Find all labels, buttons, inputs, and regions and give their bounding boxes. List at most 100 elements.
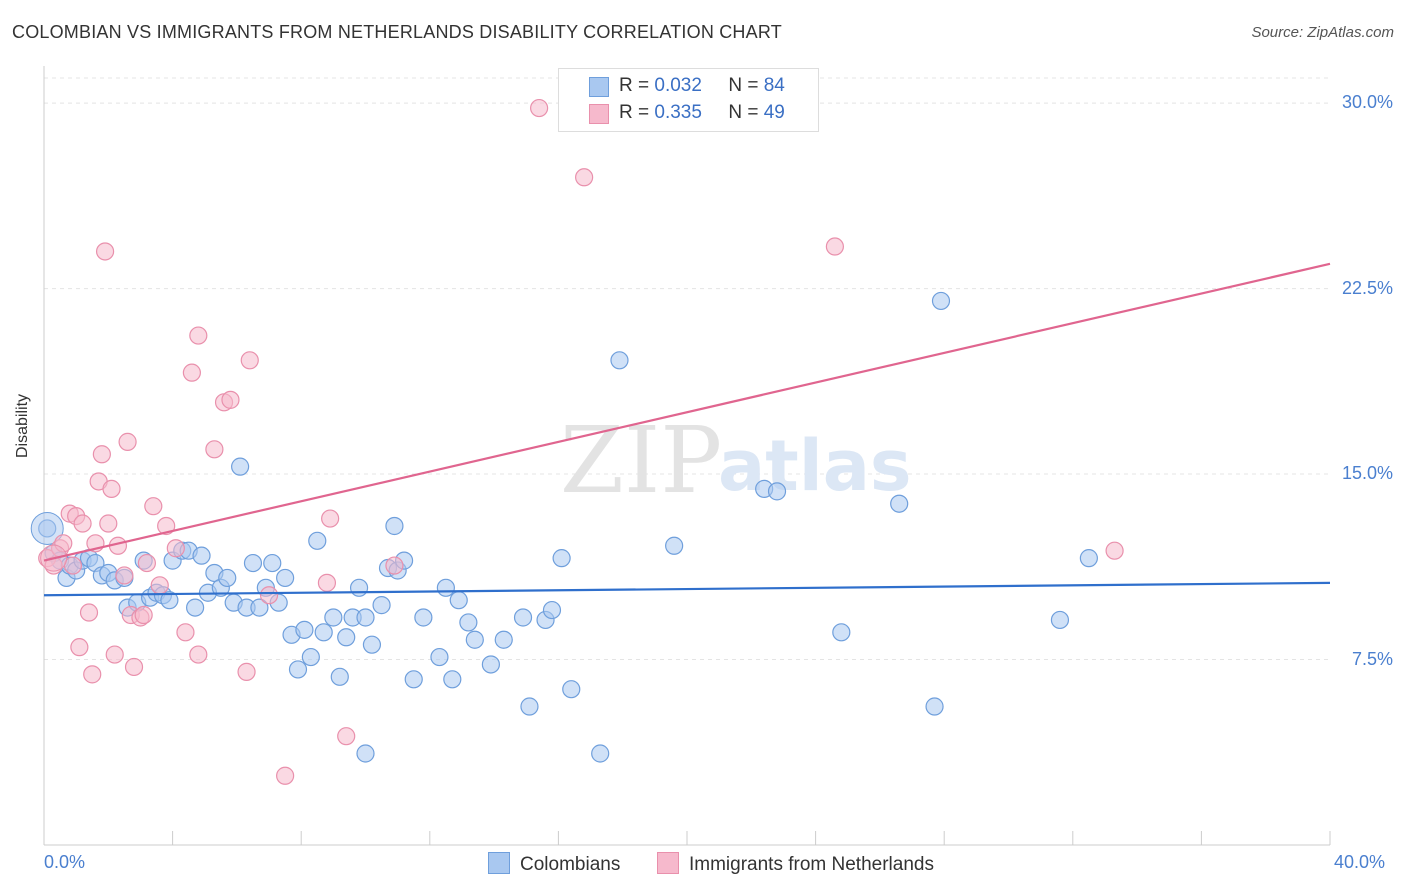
colombians-point (832, 623, 851, 642)
netherlands-point (157, 516, 176, 536)
netherlands-point (70, 638, 89, 657)
colombians-point (250, 598, 269, 617)
y-tick-label: 7.5% (1351, 648, 1393, 669)
netherlands-point (150, 576, 169, 595)
colombians-point (385, 516, 404, 536)
netherlands-point (221, 390, 240, 409)
colombians-point (1050, 610, 1070, 630)
netherlands-point (259, 586, 279, 605)
r-label: R = (619, 102, 650, 123)
netherlands-point (95, 242, 115, 261)
netherlands-point (337, 727, 356, 746)
legend-label-colombians: Colombians (520, 854, 621, 875)
watermark-atlas: atlas (718, 425, 912, 507)
netherlands-point (189, 326, 208, 345)
colombians-point (192, 546, 211, 565)
netherlands-point (237, 662, 256, 681)
netherlands-point (124, 657, 144, 677)
colombians-point (414, 608, 433, 627)
colombians-point (301, 647, 320, 667)
legend-square-blue (488, 852, 510, 874)
colombians-point (443, 670, 462, 689)
netherlands-point (1105, 541, 1124, 560)
bottom-legend-colombians[interactable]: Colombians (488, 852, 620, 876)
colombians-trend-line (43, 581, 1331, 597)
colombians-point (767, 482, 787, 501)
netherlands-point (134, 605, 153, 625)
netherlands-point (102, 479, 121, 498)
x-tick-min: 0.0% (44, 852, 86, 872)
colombians-point (449, 591, 468, 610)
legend-swatch-blue (589, 77, 609, 97)
colombians-point (349, 578, 369, 597)
netherlands-point (825, 237, 844, 256)
r-value-netherlands: 0.335 (654, 102, 702, 123)
colombians-point (436, 578, 455, 597)
netherlands-point (205, 440, 224, 459)
n-value-netherlands: 49 (763, 102, 785, 123)
n-value-colombians: 84 (763, 75, 785, 96)
netherlands-point (240, 351, 259, 370)
colombians-point (430, 647, 449, 667)
netherlands-point (385, 556, 404, 575)
source-label: Source: ZipAtlas.com (1251, 24, 1394, 41)
colombians-point (276, 568, 295, 588)
colombians-point (314, 623, 333, 642)
axes (43, 66, 1331, 846)
netherlands-point (144, 497, 163, 516)
netherlands-point (317, 573, 337, 592)
colombians-point (30, 511, 64, 545)
colombians-point (481, 655, 500, 674)
colombians-point (404, 670, 423, 689)
colombians-point (610, 351, 629, 370)
colombians-point (263, 553, 282, 573)
colombians-point (308, 531, 327, 550)
netherlands-point (92, 445, 111, 464)
netherlands-point (115, 566, 134, 585)
legend-square-pink (657, 852, 679, 874)
colombians-point (465, 630, 484, 649)
netherlands-trend-line (43, 262, 1331, 562)
y-tick-label: 30.0% (1341, 92, 1393, 113)
netherlands-point (575, 168, 594, 187)
colombians-point (330, 667, 349, 686)
netherlands-point (182, 363, 201, 382)
legend-label-netherlands: Immigrants from Netherlands (689, 854, 934, 875)
netherlands-point (83, 665, 102, 684)
netherlands-point (118, 432, 137, 451)
colombians-point (186, 598, 205, 617)
netherlands-point (73, 514, 92, 533)
colombians-point (372, 596, 391, 615)
netherlands-point (321, 509, 340, 528)
colombians-point (925, 697, 944, 716)
colombians-point (288, 660, 308, 679)
colombians-point (459, 613, 478, 632)
correlation-legend: R = 0.032 N = 84 R = 0.335 N = 49 (558, 68, 819, 132)
colombians-point (1079, 549, 1098, 568)
colombians-point (931, 291, 951, 311)
gridlines (44, 77, 1330, 661)
legend-swatch-pink (589, 104, 609, 124)
colombians-point (494, 630, 513, 649)
colombians-point (356, 608, 375, 627)
n-label: N = (728, 102, 759, 123)
y-tick-label: 15.0% (1341, 463, 1393, 484)
legend-row-colombians: R = 0.032 N = 84 (619, 75, 785, 99)
netherlands-point (79, 603, 99, 622)
netherlands-point (105, 645, 124, 664)
bottom-legend-netherlands[interactable]: Immigrants from Netherlands (657, 852, 934, 876)
netherlands-point (176, 623, 195, 642)
colombians-point (295, 620, 314, 639)
netherlands-point (99, 514, 118, 533)
netherlands-point (137, 553, 156, 573)
colombians-point (562, 680, 581, 699)
chart-title: COLOMBIAN VS IMMIGRANTS FROM NETHERLANDS… (12, 22, 782, 42)
colombians-point (591, 744, 610, 763)
r-label: R = (619, 75, 650, 96)
n-label: N = (728, 75, 759, 96)
colombians-point (160, 591, 179, 610)
colombians-point (243, 553, 263, 573)
y-tick-label: 22.5% (1341, 277, 1393, 298)
x-tick-max: 40.0% (1334, 852, 1386, 872)
colombians-point (362, 635, 382, 654)
